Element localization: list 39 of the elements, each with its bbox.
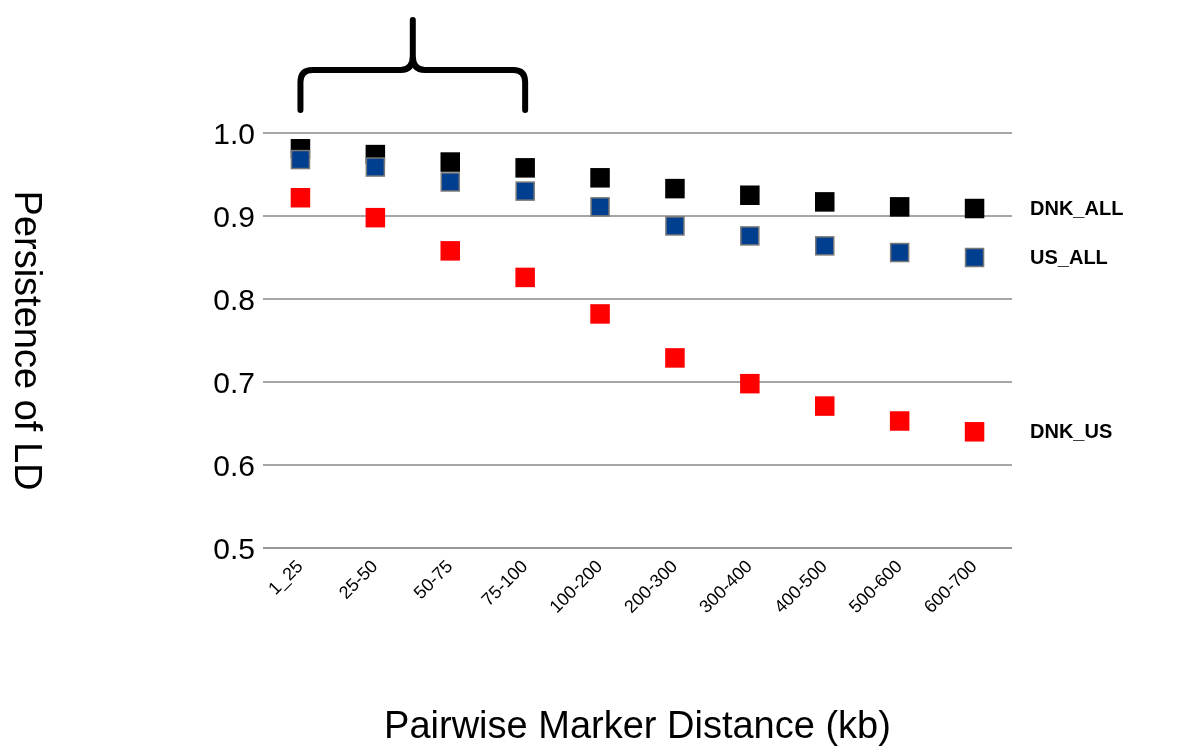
- point: [740, 373, 760, 394]
- point: [665, 348, 685, 368]
- point: [590, 304, 610, 324]
- y-tick-label: 0.6: [213, 448, 255, 482]
- point: [440, 152, 460, 172]
- point: [740, 185, 760, 205]
- point: [964, 198, 985, 219]
- y-tick-label: 0.7: [213, 365, 255, 399]
- text: DNK_US: [1030, 420, 1113, 443]
- point: [815, 396, 835, 416]
- point: [365, 207, 386, 228]
- point: [740, 226, 760, 246]
- point: [815, 192, 835, 212]
- y-tick-label: 0.8: [213, 282, 255, 316]
- point: [440, 241, 460, 261]
- point: [515, 158, 535, 178]
- point: [590, 168, 610, 188]
- y-tick-label: 0.5: [213, 531, 255, 565]
- point: [590, 197, 610, 217]
- point: [889, 411, 910, 431]
- y-axis-title: Persistence of LD: [6, 190, 49, 491]
- x-axis-title: Pairwise Marker Distance (kb): [384, 704, 891, 746]
- point: [889, 197, 910, 217]
- point: [440, 172, 460, 192]
- point: [964, 422, 985, 442]
- text: US_ALL: [1030, 245, 1108, 268]
- point: [515, 267, 535, 288]
- text: DNK_ALL: [1030, 197, 1124, 220]
- point: [290, 187, 311, 208]
- y-tick-label: 0.9: [213, 199, 255, 233]
- point: [290, 149, 311, 170]
- point: [815, 236, 835, 256]
- point: [665, 178, 685, 199]
- y-tick-label: 1.0: [213, 116, 255, 150]
- point: [515, 181, 535, 201]
- point: [889, 242, 910, 263]
- point: [964, 247, 985, 268]
- point: [365, 157, 386, 177]
- point: [665, 216, 685, 236]
